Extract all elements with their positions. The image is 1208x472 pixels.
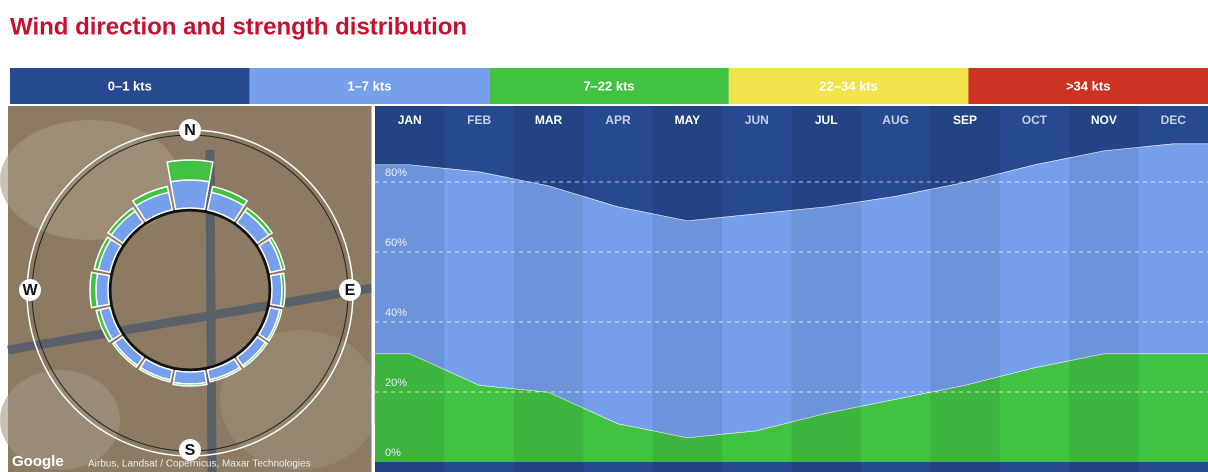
rose-segment	[167, 160, 213, 182]
column-stripe	[653, 106, 722, 472]
y-tick-label: 40%	[385, 307, 407, 319]
legend-label: 1–7 kts	[347, 78, 391, 93]
x-tick-label: MAY	[675, 113, 701, 127]
page: Wind direction and strength distribution…	[0, 0, 1208, 472]
y-tick-label: 20%	[385, 377, 407, 389]
column-stripe	[514, 106, 583, 472]
page-title: Wind direction and strength distribution	[10, 13, 467, 40]
column-stripe	[375, 106, 444, 472]
x-tick-label: DEC	[1161, 113, 1187, 127]
x-tick-label: MAR	[535, 113, 563, 127]
chart: Wind direction and strength distribution…	[0, 0, 1208, 472]
x-tick-label: APR	[605, 113, 631, 127]
rose-segment	[271, 274, 282, 306]
legend-label: >34 kts	[1066, 78, 1110, 93]
legend-label: 7–22 kts	[583, 78, 634, 93]
rose-segment	[90, 272, 97, 307]
column-stripe	[930, 106, 999, 472]
x-tick-label: JAN	[398, 113, 422, 127]
compass-label: W	[22, 282, 38, 299]
map-logo: Google	[12, 453, 64, 470]
column-stripe	[792, 106, 861, 472]
x-tick-label: SEP	[953, 113, 977, 127]
x-tick-label: OCT	[1022, 113, 1048, 127]
compass-label: S	[185, 442, 196, 459]
x-tick-label: JUN	[745, 113, 769, 127]
x-tick-label: FEB	[467, 113, 491, 127]
rose-segment	[173, 371, 206, 384]
y-tick-label: 0%	[385, 447, 401, 459]
map-attribution: Airbus, Landsat / Copernicus, Maxar Tech…	[88, 459, 311, 470]
x-tick-label: AUG	[882, 113, 909, 127]
terrain	[0, 120, 180, 240]
compass-label: N	[184, 122, 196, 139]
column-stripe	[1069, 106, 1138, 472]
compass-label: E	[345, 282, 356, 299]
x-tick-label: JUL	[815, 113, 838, 127]
y-tick-label: 60%	[385, 237, 407, 249]
rose-segment	[171, 180, 210, 209]
y-tick-label: 80%	[385, 167, 407, 179]
x-tick-label: NOV	[1091, 113, 1117, 127]
legend-label: 22–34 kts	[819, 78, 878, 93]
rose-segment	[96, 273, 109, 306]
legend-label: 0–1 kts	[108, 78, 152, 93]
